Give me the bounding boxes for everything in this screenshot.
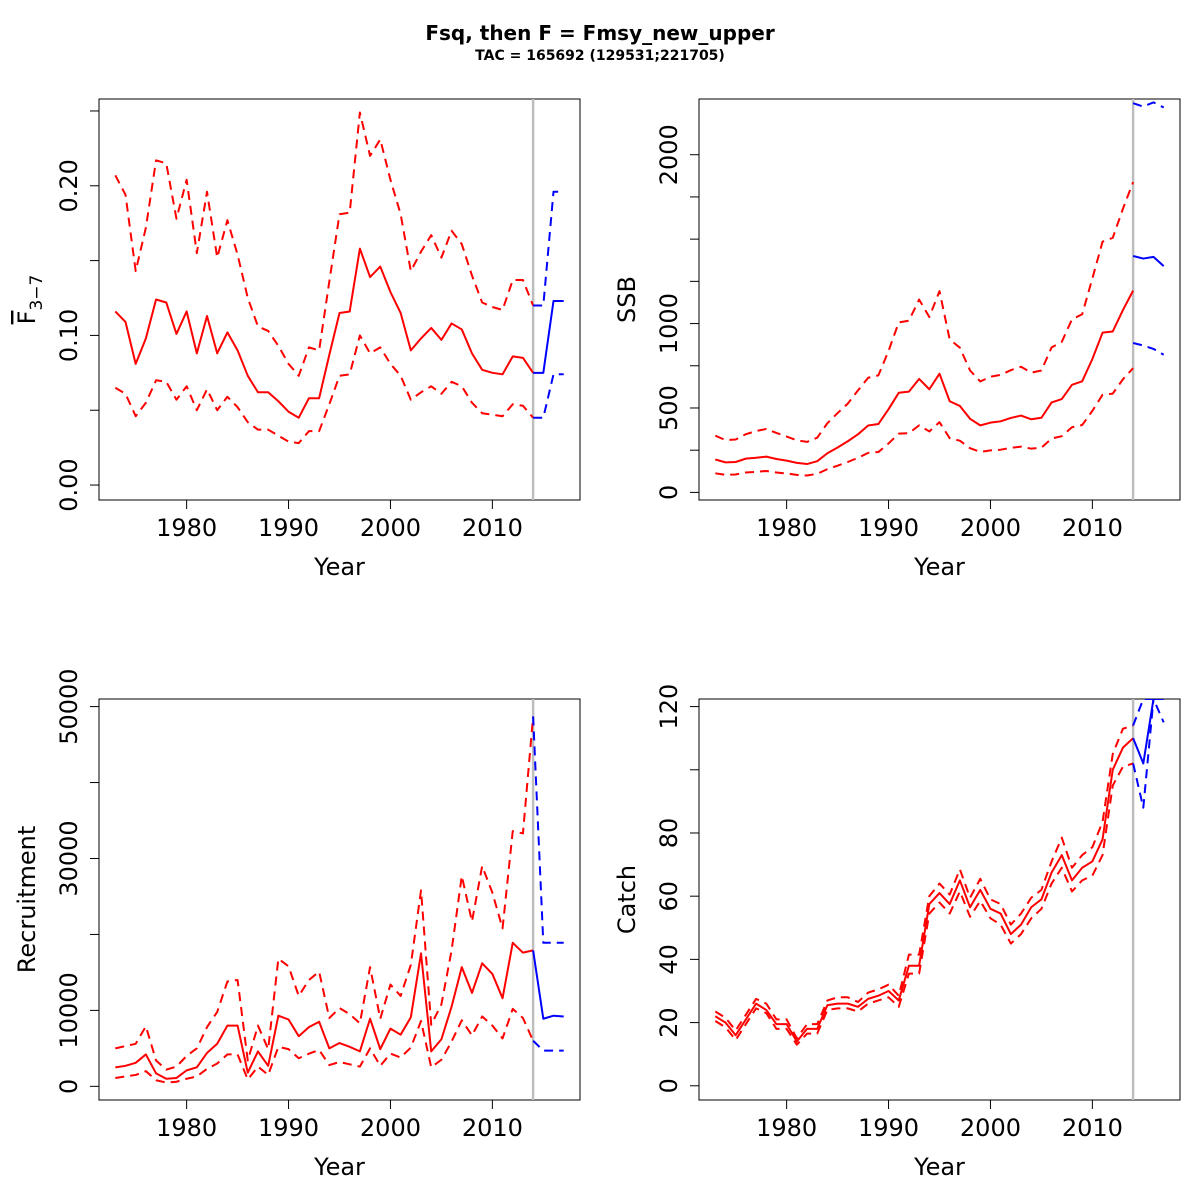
historical-series-line-estimate: [115, 941, 534, 1080]
x-tick-label: 1990: [858, 1114, 919, 1142]
y-axis-label: F3−7: [13, 275, 47, 325]
panel-catch: 1980 1990 2000 2010 0 20 40 60 80 120 Year Catch: [613, 684, 1181, 1181]
x-tick-label: 2010: [462, 1114, 523, 1142]
panels-group: 1980 1990 2000 20100.000.100.20YearF3−71980…: [13, 98, 1181, 1181]
plot-frame: [698, 98, 1181, 501]
projection-series-line-estimate: [1132, 255, 1165, 267]
x-tick-label: 1990: [258, 514, 319, 542]
y-tick-label: 10000: [55, 972, 83, 1048]
y-tick-label: 50000: [55, 668, 83, 744]
projection-series-line-estimate: [1132, 699, 1164, 765]
plot-frame: [98, 698, 581, 1101]
projection-series-line-lower: [1132, 699, 1164, 809]
x-axis-label: Year: [313, 553, 365, 581]
y-tick-label: 1000: [655, 293, 683, 354]
projection-series-line-lower: [1132, 342, 1165, 356]
x-tick-label: 2010: [1062, 1114, 1123, 1142]
x-axis-label: Year: [913, 1153, 965, 1181]
historical-series-line-estimate: [715, 290, 1135, 466]
panel-fbar: 1980 1990 2000 2010 0.00 0.10 0.20 Year F3−7: [13, 98, 581, 581]
projection-series-line-upper: [1132, 101, 1165, 109]
y-tick-label: 0: [55, 1079, 83, 1094]
x-tick-label: 1980: [756, 1114, 817, 1142]
x-tick-label: 2000: [960, 514, 1021, 542]
projection-series-line-lower: [533, 373, 564, 419]
x-tick-label: 1980: [156, 1114, 217, 1142]
y-tick-label: 0: [655, 1078, 683, 1093]
y-tick-label: 40: [655, 944, 683, 975]
historical-series-line-lower: [114, 334, 534, 445]
x-axis-label: Year: [913, 553, 965, 581]
x-axis-label: Year: [313, 1153, 365, 1181]
x-tick-label: 1980: [156, 514, 217, 542]
projection-series-line-lower: [532, 1040, 564, 1052]
y-tick-label: 80: [655, 818, 683, 849]
x-tick-label: 1990: [258, 1114, 319, 1142]
historical-series-line-estimate: [714, 737, 1134, 1043]
x-tick-label: 2000: [360, 1114, 421, 1142]
plot-frame: [698, 698, 1181, 1101]
x-tick-label: 2000: [360, 514, 421, 542]
projection-series-line-estimate: [532, 950, 564, 1020]
panel-ssb: 1980 1990 2000 2010 0 500 1000 2000 Year SSB: [613, 98, 1181, 581]
x-tick-label: 1980: [756, 514, 817, 542]
historical-series-line-lower: [714, 762, 1134, 1046]
projection-series-line-upper: [533, 190, 564, 307]
y-tick-label: 0: [655, 485, 683, 500]
y-tick-label: 0.00: [55, 458, 83, 511]
figure-title: Fsq, then F = Fmsy_new_upper: [425, 21, 775, 45]
projection-series-line-upper: [1132, 699, 1165, 726]
historical-series-line-upper: [114, 111, 535, 377]
y-axis-label: Catch: [613, 865, 641, 934]
y-axis-label-main: F: [13, 311, 41, 325]
projection-series-line-upper: [532, 716, 564, 944]
y-tick-label: 60: [655, 881, 683, 912]
panel-recruitment: 1980 1990 2000 2010 0 10000 30000 50000 Year Recr…: [13, 668, 581, 1181]
historical-series-line-upper: [115, 716, 535, 1071]
y-axis-label-subscript: 3−7: [27, 275, 47, 311]
y-tick-label: 20: [655, 1007, 683, 1038]
historical-series-line-lower: [115, 1007, 535, 1084]
x-tick-label: 2010: [462, 514, 523, 542]
y-tick-label: 30000: [55, 820, 83, 896]
y-tick-label: 0.10: [55, 309, 83, 362]
y-axis-label: Recruitment: [13, 826, 41, 973]
projection-series-line-estimate: [533, 300, 564, 374]
x-tick-label: 2000: [960, 1114, 1021, 1142]
historical-series-line-upper: [714, 181, 1135, 443]
y-axis-label: SSB: [613, 276, 641, 323]
x-tick-label: 2010: [1062, 514, 1123, 542]
y-tick-label: 0.20: [55, 159, 83, 212]
y-tick-label: 500: [655, 385, 683, 431]
figure-subtitle: TAC = 165692 (129531;221705): [475, 48, 725, 64]
plot-frame: [98, 98, 581, 501]
historical-series-line-estimate: [114, 247, 534, 419]
y-tick-label: 2000: [655, 124, 683, 185]
x-tick-label: 1990: [858, 514, 919, 542]
y-tick-label: 120: [655, 684, 683, 730]
historical-series-line-upper: [714, 724, 1134, 1040]
